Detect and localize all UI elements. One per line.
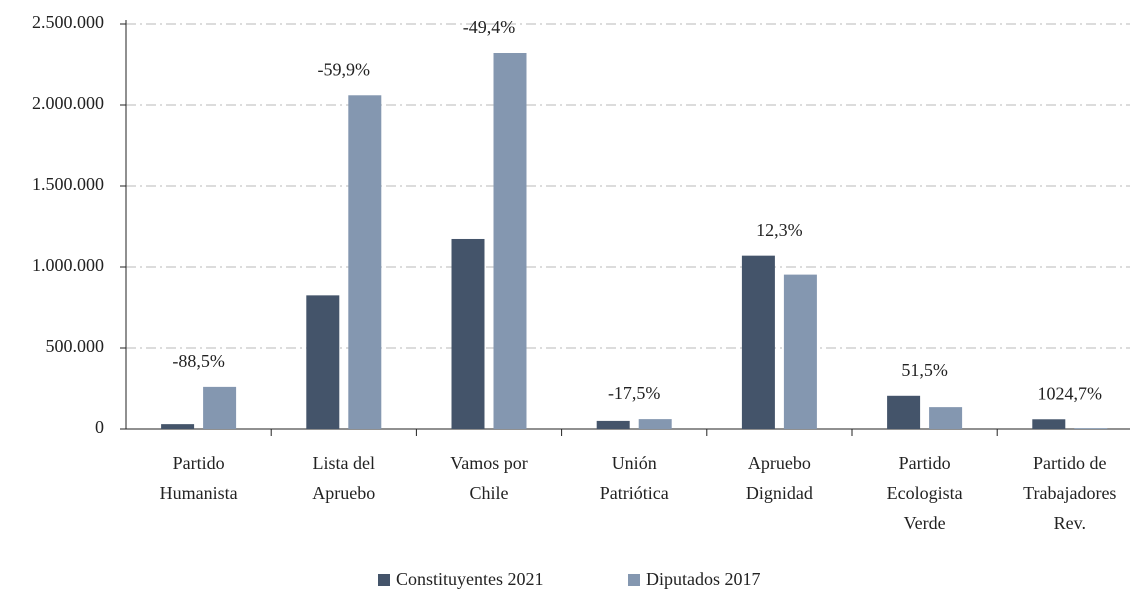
x-tick-line: Humanista — [160, 483, 238, 503]
annotation: -88,5% — [172, 351, 225, 371]
y-tick-label: 500.000 — [46, 336, 105, 356]
annotation: 12,3% — [756, 220, 803, 240]
legend-label: Diputados 2017 — [646, 569, 761, 589]
y-tick-label: 2.500.000 — [32, 12, 104, 32]
x-tick-line: Partido — [173, 453, 225, 473]
bar — [161, 424, 195, 429]
annotation: 51,5% — [901, 360, 948, 380]
legend-swatch — [378, 574, 390, 586]
y-tick-label: 1.500.000 — [32, 174, 104, 194]
x-tick-line: Ecologista — [887, 483, 963, 503]
bar — [493, 52, 527, 430]
x-tick-line: Chile — [470, 483, 509, 503]
x-tick-line: Verde — [904, 513, 946, 533]
legend-label: Constituyentes 2021 — [396, 569, 544, 589]
x-tick-label: Apruebo Dignidad — [746, 453, 813, 503]
bar — [741, 255, 775, 429]
bar — [348, 95, 382, 429]
x-tick-line: Partido — [899, 453, 951, 473]
bar — [451, 238, 485, 429]
x-tick-line: Trabajadores — [1023, 483, 1116, 503]
bar — [929, 407, 963, 429]
y-tick-label: 1.000.000 — [32, 255, 104, 275]
x-tick-label: Partido Humanista — [160, 453, 238, 503]
bar — [638, 419, 672, 429]
x-tick-label: Partido Ecologista Verde — [887, 453, 963, 533]
x-tick-line: Vamos por — [450, 453, 528, 473]
x-tick-label: Unión Patriótica — [600, 453, 669, 503]
x-tick-line: Rev. — [1054, 513, 1086, 533]
x-tick-line: Apruebo — [748, 453, 811, 473]
x-tick-line: Dignidad — [746, 483, 813, 503]
x-tick-line: Apruebo — [312, 483, 375, 503]
x-tick-line: Lista del — [313, 453, 375, 473]
bar — [783, 274, 817, 429]
bar — [1032, 419, 1066, 429]
annotation: -59,9% — [318, 59, 371, 79]
bar — [1074, 428, 1108, 429]
x-tick-label: Vamos por Chile — [450, 453, 528, 503]
x-tick-line: Unión — [612, 453, 657, 473]
annotation: 1024,7% — [1038, 383, 1103, 403]
bar — [887, 395, 921, 429]
y-tick-label: 2.000.000 — [32, 93, 104, 113]
x-tick-label: Partido de Trabajadores Rev. — [1023, 453, 1116, 533]
annotation: -17,5% — [608, 383, 661, 403]
x-tick-line: Patriótica — [600, 483, 669, 503]
x-tick-label: Lista del Apruebo — [312, 453, 375, 503]
x-tick-line: Partido de — [1033, 453, 1107, 473]
bar — [306, 295, 340, 429]
bar — [203, 386, 237, 429]
annotation: -49,4% — [463, 17, 516, 37]
legend-swatch — [628, 574, 640, 586]
bar — [596, 420, 630, 429]
y-tick-label: 0 — [95, 417, 104, 437]
